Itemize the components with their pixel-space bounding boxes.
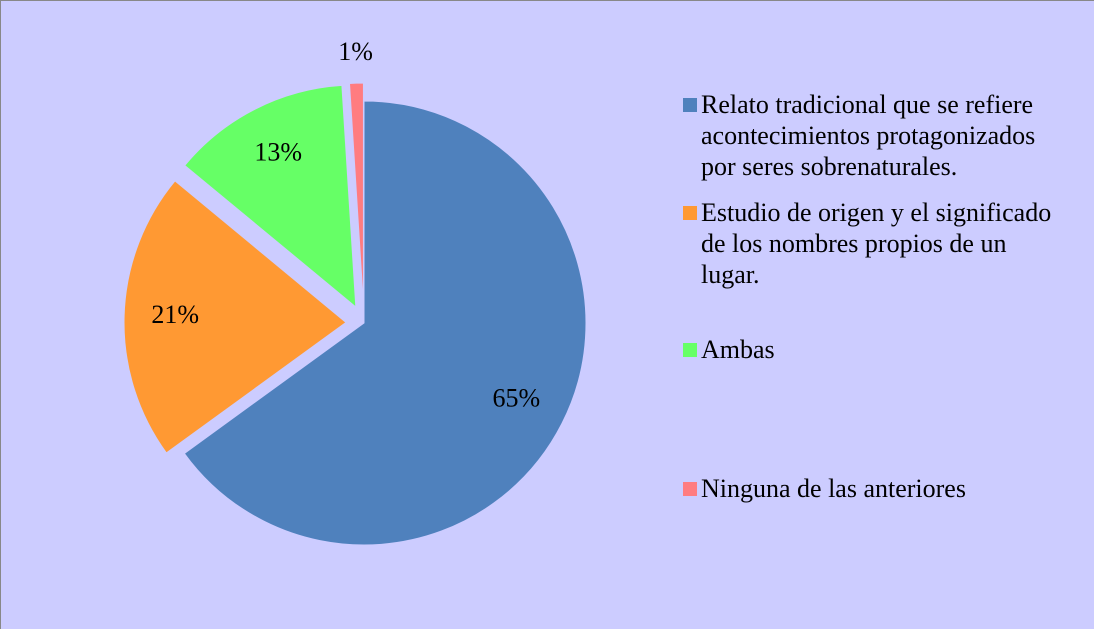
pie-slice — [184, 84, 357, 309]
pie-slice — [183, 100, 587, 546]
legend-swatch — [683, 482, 697, 496]
legend-entry: Ambas — [683, 334, 1053, 365]
data-label: 65% — [492, 384, 540, 413]
legend-entry: Estudio de origen y el significado de lo… — [683, 197, 1053, 290]
legend-swatch — [683, 98, 697, 112]
legend-entry: Ninguna de las anteriores — [683, 473, 1053, 504]
pie-area: 65% 21% 13% 1% — [123, 37, 587, 546]
legend-swatch — [683, 343, 697, 357]
legend-label: Ambas — [701, 335, 775, 364]
data-label: 1% — [338, 37, 373, 66]
data-label: 21% — [151, 300, 199, 329]
legend-label: Estudio de origen y el significado de lo… — [701, 198, 1052, 289]
legend-label: Relato tradicional que se refiere aconte… — [701, 90, 1036, 181]
legend-swatch — [683, 206, 697, 220]
legend-entry: Relato tradicional que se refiere aconte… — [683, 89, 1053, 182]
data-label: 13% — [254, 138, 302, 167]
legend-label: Ninguna de las anteriores — [701, 474, 966, 503]
pie-slice — [123, 180, 347, 454]
pie-slice — [348, 82, 364, 306]
